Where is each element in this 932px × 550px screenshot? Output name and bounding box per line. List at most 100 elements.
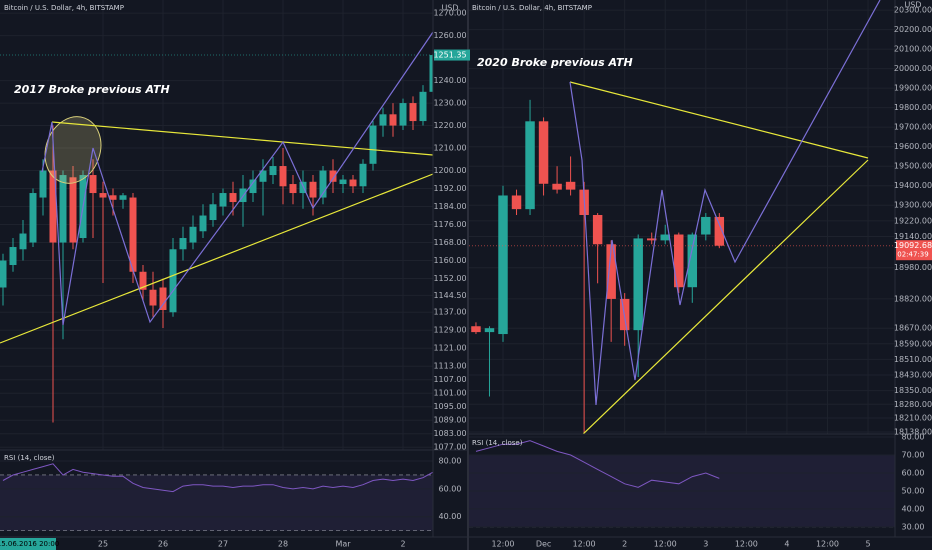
drawings-left xyxy=(0,31,433,344)
y-tick-label: 1168.00 xyxy=(433,238,466,247)
rsi-tick-label: 60.00 xyxy=(902,468,925,477)
x-tick-label: 2 xyxy=(400,540,405,549)
candle-body xyxy=(538,121,549,184)
highlight-ellipse xyxy=(44,116,102,184)
candle-body xyxy=(714,216,725,246)
y-tick-label: 18430.00 xyxy=(894,371,932,380)
rsi-label: RSI (14, close) xyxy=(472,439,523,447)
trend-line xyxy=(569,81,869,159)
trend-line xyxy=(582,159,869,434)
candle-body xyxy=(139,271,147,290)
y-tick-label: 1095.00 xyxy=(433,402,466,411)
y-tick-label: 18210.00 xyxy=(894,413,932,422)
rsi-tick-label: 50.00 xyxy=(902,486,925,495)
candle-body xyxy=(660,234,670,241)
trend-line xyxy=(51,121,433,156)
candle-body xyxy=(269,166,277,176)
y-tick-label: 19400.00 xyxy=(894,181,932,190)
candle-body xyxy=(149,289,157,306)
candle-body xyxy=(552,183,562,190)
candle-body xyxy=(389,114,397,126)
candle-body xyxy=(0,260,7,288)
y-tick-label: 1113.00 xyxy=(433,362,466,371)
candle-body xyxy=(129,197,137,272)
y-tick-label: 1089.00 xyxy=(433,416,466,425)
y-tick-label: 1230.00 xyxy=(433,99,466,108)
candle-body xyxy=(179,238,187,250)
candle-body xyxy=(674,234,684,288)
rsi-right xyxy=(469,436,895,528)
x-tick-label: 26 xyxy=(158,540,168,549)
cursor-date-box xyxy=(0,538,56,550)
y-tick-label: 1160.00 xyxy=(433,256,466,265)
y-tick-label: 1176.00 xyxy=(433,220,466,229)
candle-body xyxy=(159,287,167,310)
y-tick-label: 18670.00 xyxy=(894,324,932,333)
rsi-tick-label: 60.00 xyxy=(439,484,462,493)
last-price-box xyxy=(896,240,932,261)
y-tick-label: 19500.00 xyxy=(894,162,932,171)
candle-body xyxy=(189,226,197,243)
rsi-tick-label: 70.00 xyxy=(902,450,925,459)
x-tick-label: 25 xyxy=(98,540,108,549)
candle-body xyxy=(511,195,522,210)
trend-line xyxy=(0,173,433,344)
y-tick-label: 20100.00 xyxy=(894,45,932,54)
y-tick-label: 19600.00 xyxy=(894,142,932,151)
rsi-tick-label: 80.00 xyxy=(439,457,462,466)
y-tick-label: 20200.00 xyxy=(894,25,932,34)
annotation: 2020 Broke previous ATH xyxy=(477,56,633,69)
candle-body xyxy=(633,238,643,331)
candle-body xyxy=(429,55,433,92)
rsi-label: RSI (14, close) xyxy=(4,454,55,462)
y-tick-label: 1152.00 xyxy=(433,274,466,283)
drawings-right xyxy=(569,0,881,434)
annotation: 2017 Broke previous ATH xyxy=(14,83,170,96)
rsi-tick-label: 40.00 xyxy=(439,512,462,521)
last-price-box xyxy=(434,49,470,61)
zigzag-line xyxy=(41,31,433,326)
y-tick-label: 18350.00 xyxy=(894,386,932,395)
candle-body xyxy=(399,103,407,126)
candle-body xyxy=(69,177,77,243)
candle-body xyxy=(219,193,227,207)
chart-title: Bitcoin / U.S. Dollar, 4h, BITSTAMP xyxy=(472,4,592,12)
candle-body xyxy=(379,114,387,126)
x-tick-label: 12:00 xyxy=(816,540,839,549)
y-tick-label: 1192.00 xyxy=(433,184,466,193)
candle-body xyxy=(646,238,657,241)
rsi-tick-label: 80.00 xyxy=(902,432,925,441)
countdown-label: 02:47:39 xyxy=(897,251,928,259)
rsi-line xyxy=(2,463,433,493)
candle-body xyxy=(498,195,508,335)
candle-body xyxy=(249,179,257,194)
y-tick-label: 19900.00 xyxy=(894,84,932,93)
candle-body xyxy=(701,216,711,235)
candle-body xyxy=(687,234,698,288)
rsi-tick-label: 30.00 xyxy=(902,522,925,531)
candle-body xyxy=(199,215,207,232)
candle-body xyxy=(279,166,287,187)
candle-body xyxy=(19,233,27,250)
y-tick-label: 1101.00 xyxy=(433,389,466,398)
rsi-band-fill xyxy=(0,474,433,531)
x-tick-label: 12:00 xyxy=(573,540,596,549)
x-tick-label: 27 xyxy=(218,540,228,549)
y-tick-label: 18138.00 xyxy=(894,428,932,437)
candle-body xyxy=(99,193,107,198)
last-price-label: 1251.35 xyxy=(433,51,466,60)
y-tick-label: 1144.50 xyxy=(433,291,466,300)
x-tick-label: 12:00 xyxy=(491,540,514,549)
y-tick-label: 20000.00 xyxy=(894,64,932,73)
x-tick-label: 2 xyxy=(622,540,627,549)
candle-body xyxy=(29,193,37,243)
y-tick-label: 1129.00 xyxy=(433,326,466,335)
zigzag-line xyxy=(569,0,881,406)
x-tick-label: 12:00 xyxy=(654,540,677,549)
candle-body xyxy=(209,204,217,221)
candle-body xyxy=(419,91,427,122)
rsi-line xyxy=(475,440,720,488)
y-tick-label: 1200.00 xyxy=(433,166,466,175)
candle-body xyxy=(606,244,616,299)
